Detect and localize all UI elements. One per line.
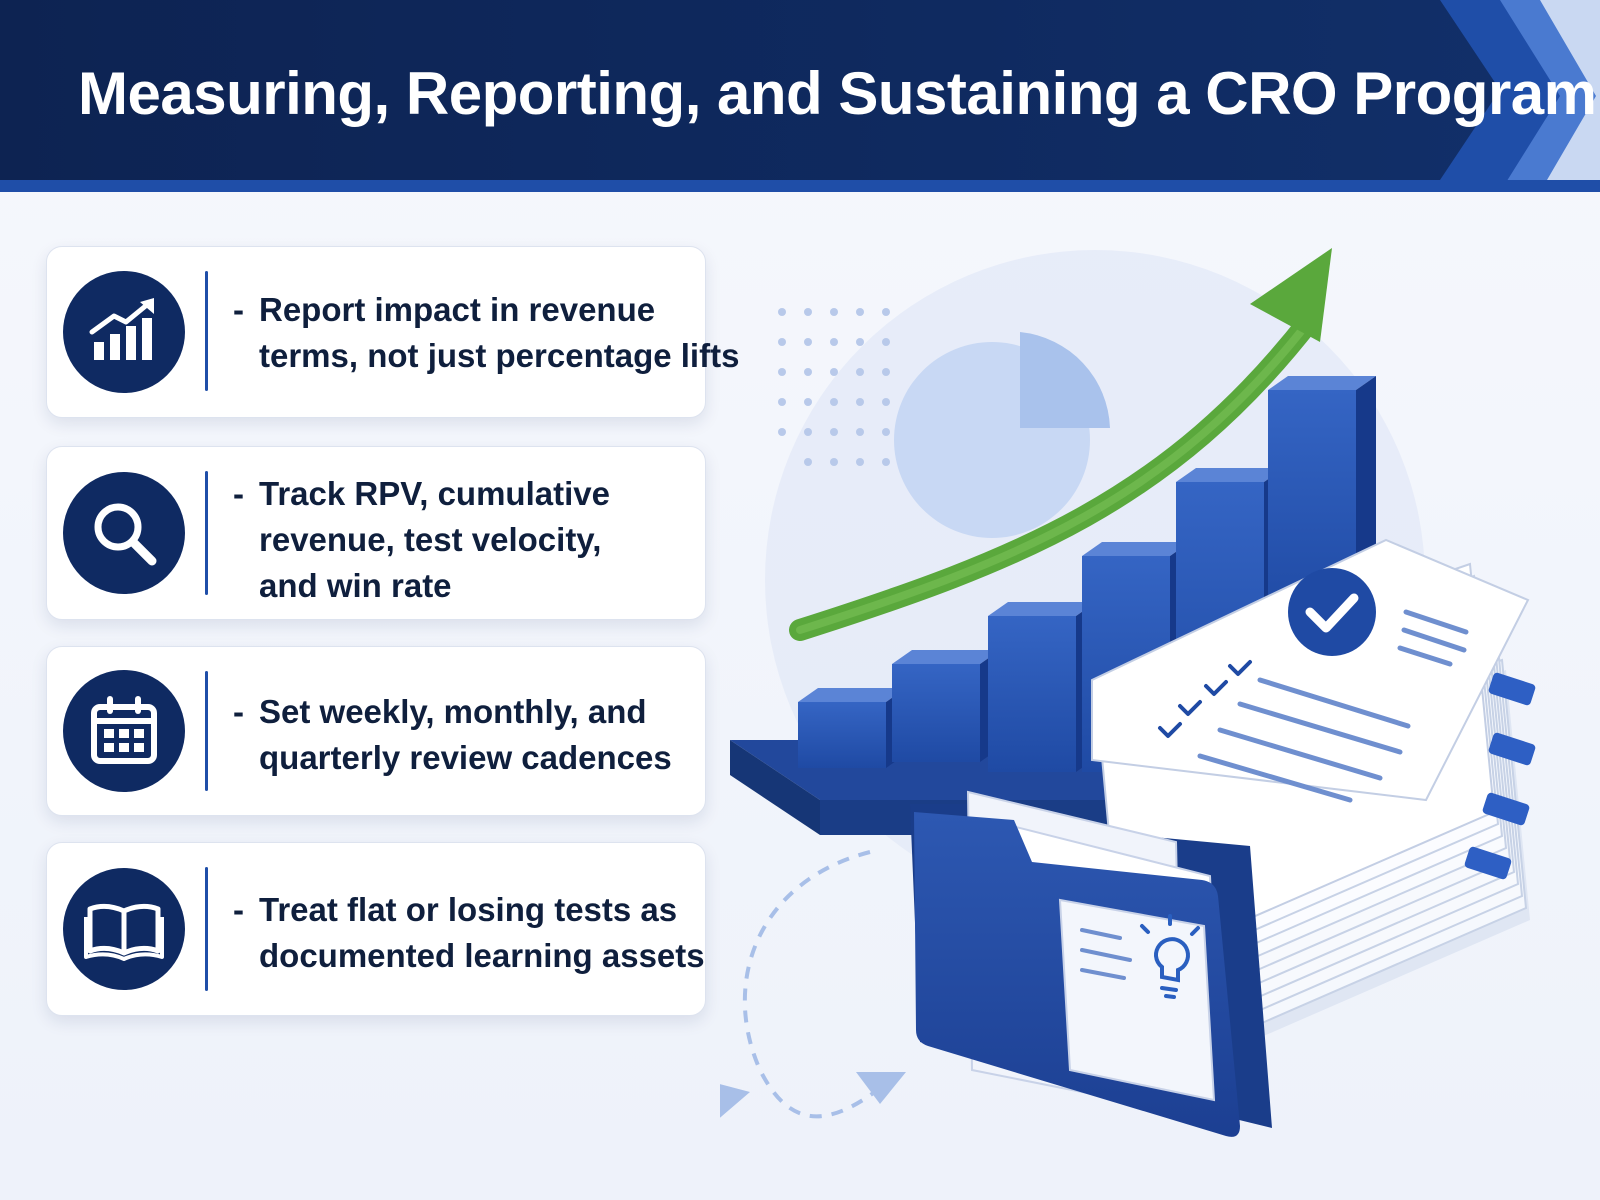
card-line: and win rate [259,567,452,604]
calendar-icon [63,670,185,792]
folder-icon [910,790,1272,1137]
arrow-head-left [720,1084,750,1118]
growth-arrow-icon [789,248,1332,641]
card-line: Treat flat or losing tests as [259,891,678,928]
card-line: quarterly review cadences [259,739,672,776]
arrow-head-right [856,1072,906,1104]
bullet-dash: - [233,891,244,928]
bar-1 [798,688,906,768]
bullet-dash: - [233,693,244,730]
bar-3 [988,602,1096,772]
dashed-cycle-arrow-icon [742,850,892,1119]
card-report-impact: - Report impact in revenue terms, not jus… [46,246,740,418]
page-title: Measuring, Reporting, and Sustaining a C… [78,60,1597,127]
card-track-metrics: - Track RPV, cumulative revenue, test vel… [46,446,706,620]
card-divider [205,867,208,991]
card-text: - Report impact in revenue terms, not jus… [233,287,740,379]
bar-chart-growth-icon [63,271,185,393]
pie-chart-icon [894,332,1110,538]
banner-stripe [0,180,1600,192]
card-learning-assets: - Treat flat or losing tests as documente… [46,842,706,1016]
magnifier-icon [63,472,185,594]
card-line: Report impact in revenue [259,291,656,328]
open-book-icon [63,868,185,990]
card-text: - Treat flat or losing tests as documente… [233,887,705,979]
card-line: terms, not just percentage lifts [259,337,740,374]
card-divider [205,271,208,391]
chevron-decoration-icon [1440,0,1600,192]
card-review-cadences: - Set weekly, monthly, and quarterly revi… [46,646,706,816]
card-line: Set weekly, monthly, and [259,693,647,730]
bullet-dash: - [233,291,244,328]
bar-2 [892,650,1000,762]
card-line: revenue, test velocity, [259,521,602,558]
bullet-dash: - [233,475,244,512]
header-banner: Measuring, Reporting, and Sustaining a C… [0,0,1600,192]
growth-illustration [720,248,1536,1137]
card-line: Track RPV, cumulative [259,475,610,512]
lightbulb-icon [1140,914,1200,999]
check-icon [1288,568,1376,656]
card-line: documented learning assets [259,937,705,974]
card-divider [205,471,208,595]
card-text: - Track RPV, cumulative revenue, test vel… [233,471,687,609]
card-divider [205,671,208,791]
card-text: - Set weekly, monthly, and quarterly revi… [233,689,687,781]
dot-grid [778,308,890,466]
